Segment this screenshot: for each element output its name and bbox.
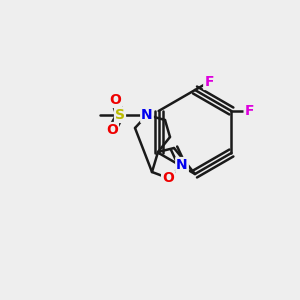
Text: S: S — [115, 108, 125, 122]
Text: F: F — [244, 104, 254, 118]
Text: N: N — [141, 108, 153, 122]
Text: O: O — [162, 171, 174, 185]
Text: O: O — [106, 123, 118, 137]
Text: N: N — [176, 158, 188, 172]
Text: F: F — [204, 75, 214, 89]
Text: O: O — [109, 93, 121, 107]
